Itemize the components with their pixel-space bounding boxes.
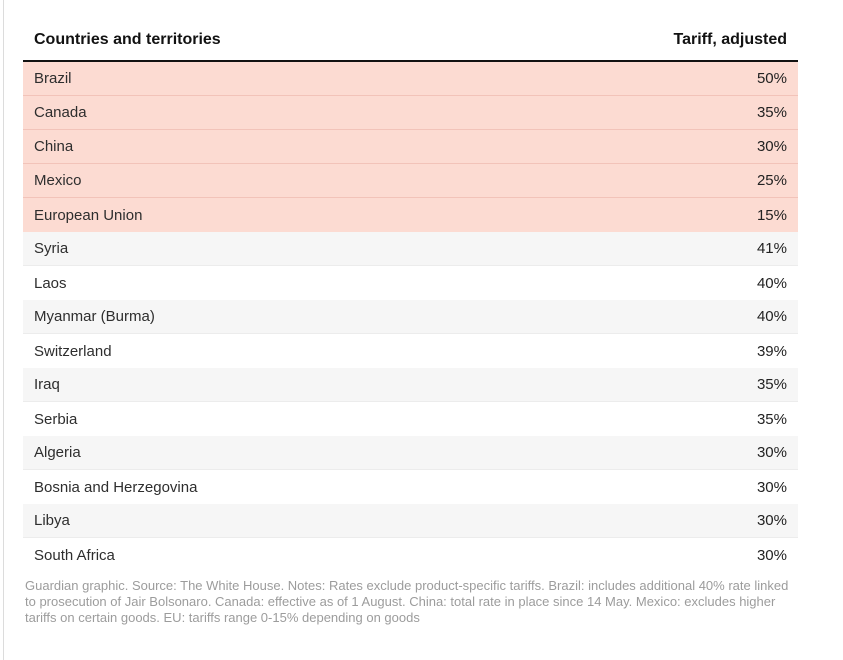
column-header-countries: Countries and territories: [34, 31, 221, 48]
tariff-cell: 30%: [756, 546, 787, 564]
table-row: European Union 15%: [23, 198, 798, 232]
tariff-cell: 35%: [756, 410, 787, 428]
country-cell: Bosnia and Herzegovina: [34, 478, 198, 496]
table-row: Switzerland 39%: [23, 334, 798, 368]
country-cell: Myanmar (Burma): [34, 308, 155, 325]
country-cell: European Union: [34, 206, 143, 224]
table-row: Myanmar (Burma) 40%: [23, 300, 798, 334]
country-cell: Libya: [34, 512, 70, 529]
country-cell: Mexico: [34, 172, 82, 189]
tariff-cell: 50%: [756, 70, 787, 87]
tariff-cell: 40%: [756, 308, 787, 325]
tariff-cell: 35%: [756, 104, 787, 121]
table-row: Syria 41%: [23, 232, 798, 266]
tariff-cell: 39%: [756, 342, 787, 360]
tariff-cell: 41%: [756, 240, 787, 257]
table-row: Canada 35%: [23, 96, 798, 130]
table-row: China 30%: [23, 130, 798, 164]
table-row: Libya 30%: [23, 504, 798, 538]
tariff-cell: 40%: [756, 274, 787, 292]
table-row: Serbia 35%: [23, 402, 798, 436]
table-row: Brazil 50%: [23, 62, 798, 96]
table-row: Mexico 25%: [23, 164, 798, 198]
tariff-cell: 15%: [756, 206, 787, 224]
country-cell: Laos: [34, 274, 67, 292]
left-column-rule: [3, 0, 4, 660]
tariff-cell: 30%: [756, 444, 787, 461]
source-note: Guardian graphic. Source: The White Hous…: [25, 578, 789, 625]
country-cell: Serbia: [34, 410, 78, 428]
tariff-table: Countries and territories Tariff, adjust…: [23, 30, 798, 572]
tariff-cell: 35%: [756, 376, 787, 393]
table-row: Laos 40%: [23, 266, 798, 300]
tariff-cell: 30%: [756, 138, 787, 155]
country-cell: Switzerland: [34, 342, 112, 360]
country-cell: Brazil: [34, 70, 72, 87]
table-row: Iraq 35%: [23, 368, 798, 402]
column-header-tariff: Tariff, adjusted: [673, 31, 788, 48]
country-cell: China: [34, 138, 74, 155]
table-header-row: Countries and territories Tariff, adjust…: [23, 30, 798, 62]
country-cell: Algeria: [34, 444, 81, 461]
table-row: Algeria 30%: [23, 436, 798, 470]
table-row: Bosnia and Herzegovina 30%: [23, 470, 798, 504]
country-cell: Iraq: [34, 376, 60, 393]
country-cell: South Africa: [34, 546, 115, 564]
table-body: Brazil 50% Canada 35% China 30% Mexico 2…: [23, 62, 798, 572]
tariff-cell: 25%: [756, 172, 787, 189]
tariff-cell: 30%: [756, 478, 787, 496]
country-cell: Canada: [34, 104, 87, 121]
tariff-cell: 30%: [756, 512, 787, 529]
table-row: South Africa 30%: [23, 538, 798, 572]
country-cell: Syria: [34, 240, 69, 257]
